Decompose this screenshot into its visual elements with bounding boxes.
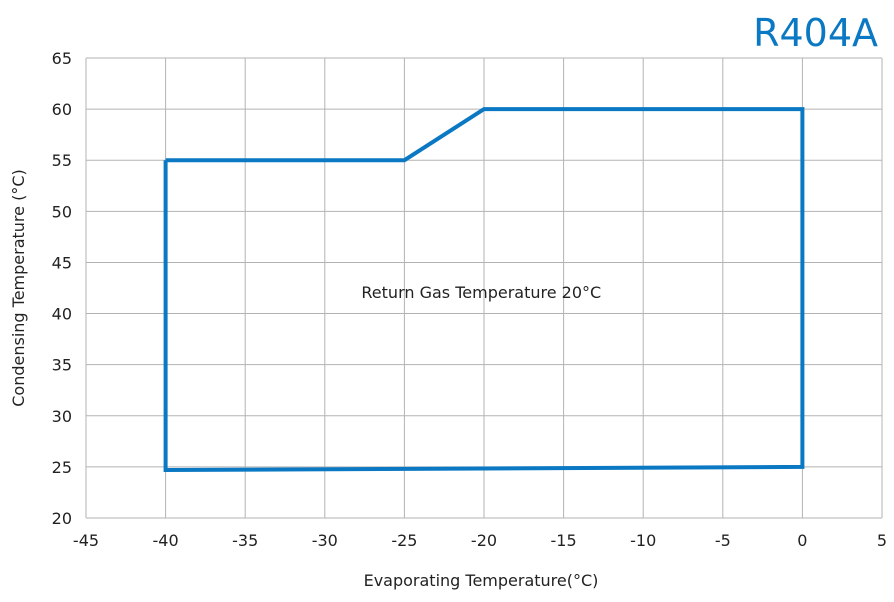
y-tick-label: 60 [52, 100, 72, 119]
y-tick-label: 30 [52, 407, 72, 426]
y-tick-label: 45 [52, 253, 72, 272]
envelope-line [163, 107, 805, 473]
x-tick-label: -20 [471, 531, 497, 550]
y-tick-label: 35 [52, 356, 72, 375]
x-tick-label: -25 [391, 531, 417, 550]
y-tick-label: 40 [52, 305, 72, 324]
y-tick-label: 55 [52, 151, 72, 170]
x-tick-label: -15 [551, 531, 577, 550]
x-tick-label: -45 [73, 531, 99, 550]
x-tick-label: -30 [312, 531, 338, 550]
annotation-label: Return Gas Temperature 20°C [361, 283, 601, 302]
y-tick-label: 65 [52, 49, 72, 68]
y-tick-label: 25 [52, 458, 72, 477]
x-tick-label: -5 [715, 531, 731, 550]
y-tick-label: 20 [52, 509, 72, 528]
x-tick-label: -10 [630, 531, 656, 550]
chart-title: R404A [753, 11, 878, 55]
x-tick-label: 0 [797, 531, 807, 550]
x-axis-label: Evaporating Temperature(°C) [364, 571, 599, 590]
x-tick-label: -40 [153, 531, 179, 550]
x-tick-label: 5 [877, 531, 887, 550]
series [163, 107, 805, 473]
x-tick-label: -35 [232, 531, 258, 550]
y-tick-label: 50 [52, 202, 72, 221]
tick-labels: -45 -40 -35 -30 -25 -20 -15 -10 -5 0 5 20 25 30 35 40 45… [52, 49, 887, 550]
y-axis-label: Condensing Temperature (°C) [9, 169, 28, 407]
